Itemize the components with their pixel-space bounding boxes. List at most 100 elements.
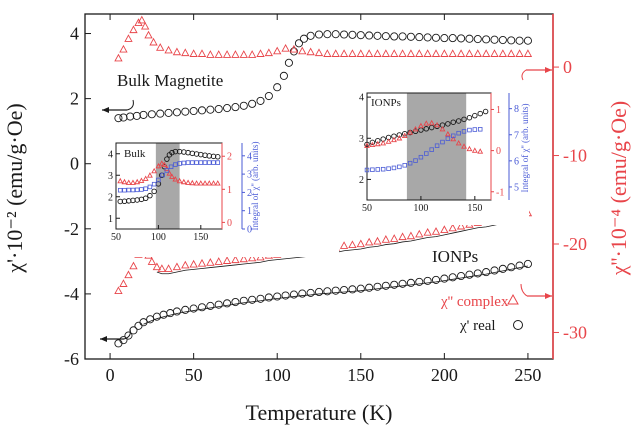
data-point: [398, 49, 407, 57]
inset-data-point: [397, 164, 402, 170]
data-point: [373, 236, 382, 245]
inset-data-point: [139, 187, 144, 192]
ionps-fit-line: [143, 265, 529, 325]
x-tick-label: 200: [431, 365, 458, 385]
data-point: [415, 49, 424, 57]
data-point: [448, 223, 457, 232]
inset-data-point: [138, 177, 145, 183]
inset-data-point: [429, 147, 434, 152]
inset-bulk-title: Bulk: [124, 148, 146, 160]
inset-data-point: [374, 140, 381, 147]
inset-data-point: [161, 161, 168, 168]
data-point: [415, 229, 424, 238]
data-point: [381, 281, 390, 290]
inset-data-point: [121, 178, 128, 185]
data-point: [373, 282, 382, 291]
inset-bulk-right-label: Integral of χ'' (arb. units): [250, 142, 260, 231]
data-point: [189, 259, 198, 268]
right-axis-ticks: 0 -10 -20 -30: [553, 57, 587, 342]
inset-blue-tick-label: 1: [247, 206, 252, 217]
data-point: [490, 35, 499, 44]
data-point: [289, 290, 298, 299]
inset-data-point: [214, 180, 221, 186]
data-point: [323, 30, 332, 39]
left-axis-label: χ'·10⁻² (emu/g·Oe): [2, 103, 27, 273]
legend-triangle-marker: [507, 293, 519, 305]
inset-data-point: [472, 112, 478, 119]
inset-data-point: [445, 136, 451, 141]
x-tick-label: 250: [514, 365, 541, 385]
data-point: [239, 296, 248, 305]
x-tick-label: 50: [185, 365, 203, 385]
data-point: [231, 297, 240, 307]
inset-data-point: [418, 154, 424, 160]
inset-ionps: 50 100 150 2 3 4 -1 0 1 5 6 7 8 IONPs Integral of χ'…: [337, 88, 530, 225]
data-point: [294, 39, 303, 48]
inset-data-point: [369, 139, 376, 146]
inset-blue-tick-label: 4: [247, 151, 252, 162]
inset-data-point: [402, 163, 407, 168]
data-point: [197, 106, 207, 115]
inset-data-point: [117, 177, 124, 184]
data-point: [490, 49, 499, 57]
inset-data-point: [164, 156, 170, 162]
data-point: [390, 234, 399, 242]
y-right-tick-label: -30: [563, 322, 587, 342]
data-point: [406, 49, 416, 57]
inset-ionps-data: [364, 108, 489, 173]
data-point: [264, 48, 274, 57]
data-point: [431, 49, 441, 57]
data-point: [457, 271, 466, 281]
inset-data-point: [206, 180, 213, 186]
y-left-tick-label: -4: [64, 284, 79, 304]
inset-data-point: [440, 139, 445, 145]
inset-data-point: [461, 116, 467, 123]
inset-data-point: [169, 149, 175, 156]
inset-data-point: [444, 130, 451, 137]
inset-data-point: [428, 119, 435, 126]
inset-blue-tick-label: 5: [514, 182, 519, 193]
data-point: [415, 33, 424, 42]
data-point: [457, 34, 466, 43]
data-point: [231, 103, 240, 112]
inset-data-point: [134, 187, 140, 193]
inset-blue-tick-label: 2: [247, 188, 252, 199]
data-point: [134, 321, 143, 330]
data-point: [172, 47, 182, 56]
data-point: [239, 254, 248, 263]
data-point: [129, 25, 138, 34]
inset-data-point: [151, 181, 157, 187]
data-point: [264, 91, 273, 101]
data-point: [119, 279, 128, 287]
data-point: [149, 37, 158, 46]
inset-data-point: [375, 137, 381, 144]
data-point: [181, 305, 190, 314]
y-left-tick-label: 4: [70, 24, 79, 44]
inset-data-point: [472, 127, 478, 132]
data-point: [314, 48, 324, 57]
inset-data-point: [189, 179, 196, 186]
data-point: [140, 21, 150, 30]
data-point: [515, 261, 524, 270]
inset-red-tick-label: -1: [496, 187, 504, 198]
y-left-tick-label: 0: [70, 154, 79, 174]
data-point: [181, 260, 190, 269]
inset-data-point: [385, 138, 392, 144]
inset-data-point: [198, 160, 204, 165]
data-point: [373, 31, 382, 40]
data-point: [348, 49, 357, 57]
data-point: [172, 108, 181, 117]
inset-ionps-right-label: Integral of χ'' (arb. units): [520, 104, 530, 193]
inset-data-point: [482, 108, 489, 115]
inset-data-point: [210, 180, 217, 186]
data-point: [423, 227, 432, 236]
inset-data-point: [211, 160, 216, 165]
data-point: [289, 44, 299, 53]
inset-data-point: [455, 139, 462, 146]
x-tick-label: 0: [106, 365, 115, 385]
data-point: [129, 261, 138, 270]
inset-red-tick-label: 1: [496, 105, 501, 116]
inset-data-point: [477, 148, 484, 154]
inset-data-point: [166, 170, 173, 176]
